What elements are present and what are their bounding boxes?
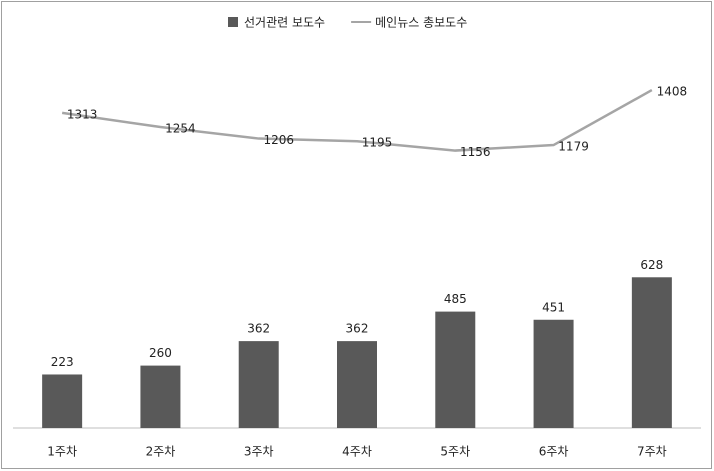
data-label: 451 [542,300,565,314]
x-tick-label: 1주차 [47,445,77,459]
bar [631,277,672,428]
x-tick-label: 7주차 [637,445,667,459]
data-label: 1313 [67,107,98,121]
bar [533,319,574,428]
bar [140,365,181,428]
bar [238,341,279,428]
x-tick-label: 3주차 [244,445,274,459]
legend-label: 선거관련 보도수 [244,16,325,30]
data-label: 1206 [263,133,294,147]
data-label: 260 [149,346,172,360]
legend-swatch [228,17,238,27]
data-label: 1408 [657,85,688,99]
data-label: 485 [444,292,467,306]
legend-label: 메인뉴스 총보도수 [375,16,467,30]
x-tick-label: 2주차 [146,445,176,459]
data-label: 1156 [460,145,491,159]
data-label: 362 [247,322,270,336]
x-tick-label: 6주차 [539,445,569,459]
data-label: 1254 [165,122,196,136]
data-label: 628 [640,258,663,272]
x-tick-label: 4주차 [342,445,372,459]
data-label: 362 [346,322,369,336]
line [61,88,653,152]
data-label: 223 [51,355,74,369]
bar [337,341,377,428]
x-tick-label: 5주차 [440,445,470,459]
data-label: 1179 [558,140,589,154]
data-label: 1195 [362,136,393,150]
bar [42,374,83,428]
bar [435,311,476,428]
